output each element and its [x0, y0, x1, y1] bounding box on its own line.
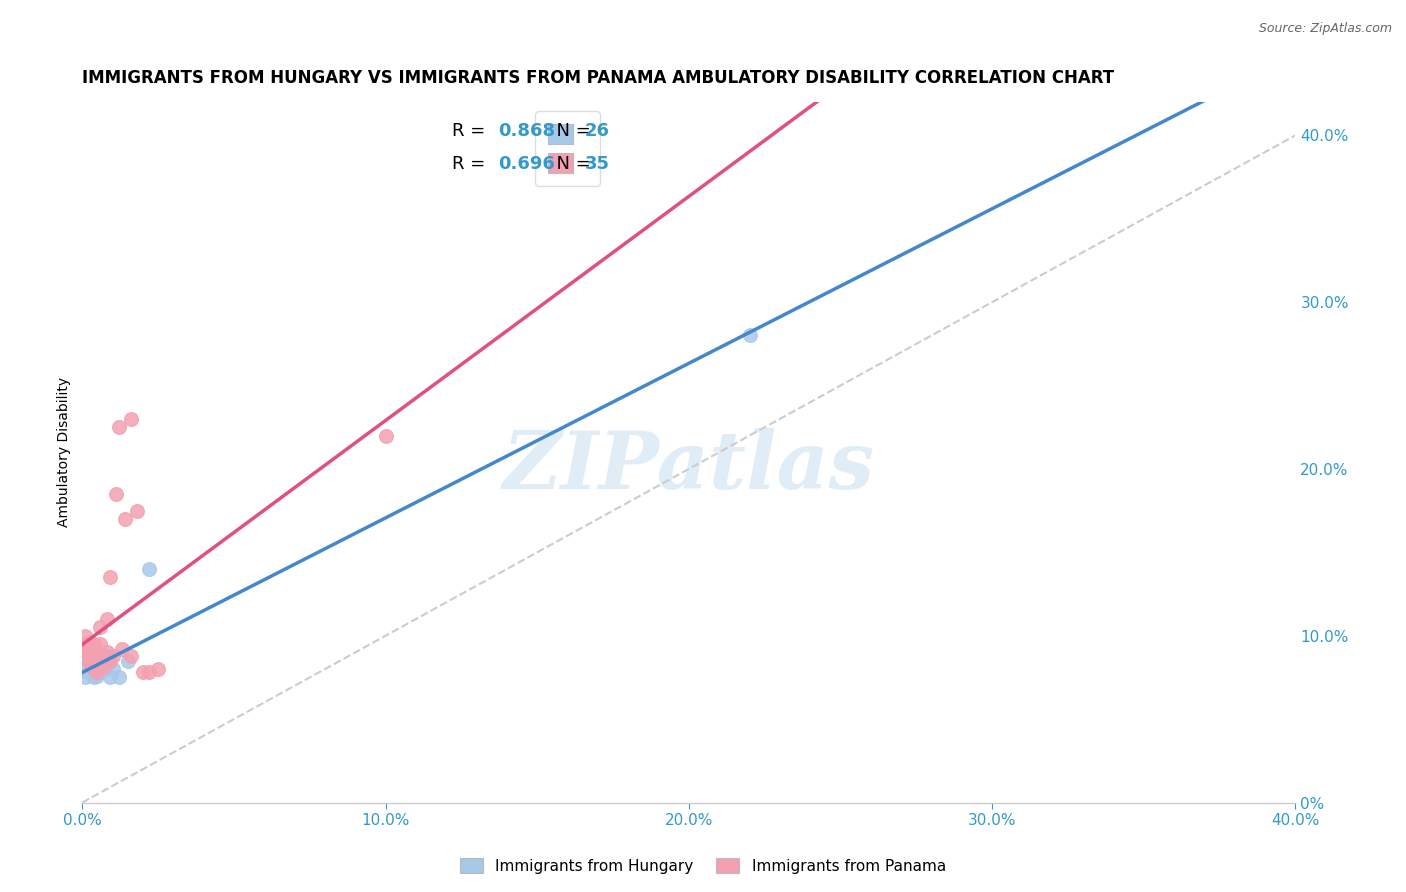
Point: [80, 662, 103, 676]
Point: [77, 645, 100, 659]
Point: [80, 657, 103, 671]
Point: [77, 665, 100, 680]
Point: [93, 654, 115, 668]
Point: [96, 648, 118, 663]
Point: [75, 637, 97, 651]
Text: IMMIGRANTS FROM HUNGARY VS IMMIGRANTS FROM PANAMA AMBULATORY DISABILITY CORRELAT: IMMIGRANTS FROM HUNGARY VS IMMIGRANTS FR…: [83, 69, 1115, 87]
Point: [89, 665, 111, 680]
Point: [86, 654, 108, 668]
Point: [75, 670, 97, 684]
Point: [138, 665, 160, 680]
Point: [117, 654, 139, 668]
Point: [80, 640, 103, 655]
Point: [86, 657, 108, 671]
Point: [138, 562, 160, 576]
Point: [86, 645, 108, 659]
Text: 35: 35: [585, 154, 610, 173]
Point: [107, 670, 129, 684]
Point: [83, 662, 105, 676]
Point: [146, 662, 169, 676]
Legend: , : ,: [536, 111, 600, 186]
Point: [120, 648, 142, 663]
Text: ZIPatlas: ZIPatlas: [503, 427, 875, 505]
Point: [89, 620, 111, 634]
Point: [93, 658, 115, 673]
Point: [83, 654, 105, 668]
Text: 0.868: 0.868: [498, 122, 555, 140]
Point: [104, 487, 127, 501]
Point: [96, 658, 118, 673]
Point: [77, 648, 100, 663]
Point: [93, 648, 115, 663]
Point: [89, 657, 111, 671]
Point: [120, 412, 142, 426]
Point: [75, 658, 97, 673]
Point: [98, 654, 121, 668]
Point: [132, 665, 155, 680]
Point: [101, 662, 124, 676]
Point: [96, 645, 118, 659]
Point: [83, 648, 105, 663]
Y-axis label: Ambulatory Disability: Ambulatory Disability: [58, 377, 72, 527]
Text: N =: N =: [544, 122, 596, 140]
Point: [80, 648, 103, 663]
Text: N =: N =: [544, 154, 596, 173]
Point: [86, 658, 108, 673]
Legend: Immigrants from Hungary, Immigrants from Panama: Immigrants from Hungary, Immigrants from…: [454, 852, 952, 880]
Point: [101, 648, 124, 663]
Point: [98, 570, 121, 584]
Point: [77, 654, 100, 668]
Point: [77, 654, 100, 668]
Point: [96, 612, 118, 626]
Point: [86, 669, 108, 683]
Point: [738, 328, 761, 343]
Point: [374, 428, 396, 442]
Text: Source: ZipAtlas.com: Source: ZipAtlas.com: [1258, 22, 1392, 36]
Point: [80, 658, 103, 673]
Point: [107, 420, 129, 434]
Point: [83, 662, 105, 676]
Point: [86, 665, 108, 680]
Point: [93, 662, 115, 676]
Point: [98, 670, 121, 684]
Point: [111, 642, 134, 657]
Point: [75, 645, 97, 659]
Text: R =: R =: [453, 122, 491, 140]
Text: R =: R =: [453, 154, 491, 173]
Point: [83, 670, 105, 684]
Point: [75, 629, 97, 643]
Point: [114, 512, 136, 526]
Point: [77, 637, 100, 651]
Point: [80, 652, 103, 666]
Text: 26: 26: [585, 122, 610, 140]
Point: [89, 637, 111, 651]
Point: [125, 503, 148, 517]
Point: [83, 637, 105, 651]
Text: 0.696: 0.696: [498, 154, 555, 173]
